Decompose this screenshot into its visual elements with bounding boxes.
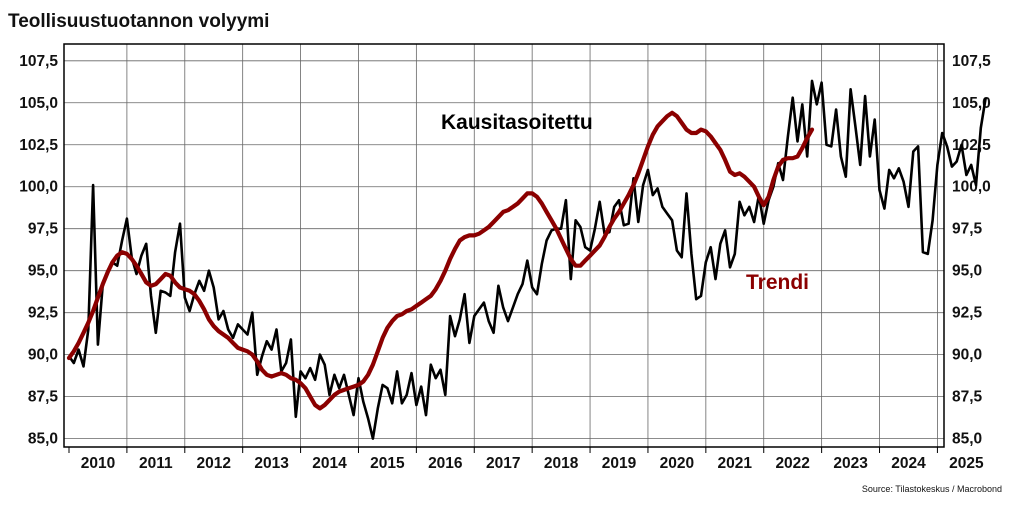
x-tick-label: 2013 <box>254 455 289 472</box>
y-tick-label-left: 92,5 <box>28 305 59 322</box>
y-tick-label-left: 97,5 <box>28 221 59 238</box>
series-line-trendi <box>66 110 815 411</box>
y-tick-label-left: 102,5 <box>19 137 58 154</box>
y-tick-label-left: 95,0 <box>28 263 58 280</box>
x-tick-label: 2016 <box>428 455 463 472</box>
y-tick-label-right: 92,5 <box>952 305 983 322</box>
annotation-seasonal: Kausitasoitettu <box>441 111 593 134</box>
series-line-kausitasoitettu <box>67 79 987 440</box>
x-tick-label: 2024 <box>891 455 926 472</box>
y-tick-label-left: 87,5 <box>28 389 59 406</box>
y-tick-label-right: 97,5 <box>952 221 983 238</box>
y-tick-label-left: 100,0 <box>19 179 58 196</box>
x-tick-label: 2022 <box>775 455 809 472</box>
y-tick-label-left: 105,0 <box>19 95 58 112</box>
y-axis-right: 85,0 87,5 90,0 92,5 95,0 97,5 100,0 102,5 105,0 1… <box>952 53 991 448</box>
x-tick-label: 2015 <box>370 455 405 472</box>
x-axis: 2010 2011 2012 2013 2014 2015 2016 2017 2018 2019… <box>68 447 984 472</box>
x-tick-label: 2011 <box>139 455 173 472</box>
y-tick-label-left: 90,0 <box>28 347 58 364</box>
x-tick-label: 2023 <box>833 455 868 472</box>
x-tick-label: 2025 <box>949 455 984 472</box>
y-axis-left: 85,0 87,5 90,0 92,5 95,0 97,5 100,0 102,5 105,0 1… <box>19 53 58 448</box>
y-tick-label-left: 85,0 <box>28 431 58 448</box>
y-tick-label-right: 100,0 <box>952 179 991 196</box>
x-tick-label: 2012 <box>196 455 230 472</box>
y-tick-label-right: 85,0 <box>952 431 982 448</box>
x-tick-label: 2020 <box>660 455 694 472</box>
grid <box>64 44 944 447</box>
chart-title: Teollisuustuotannon volyymi <box>8 11 269 32</box>
y-tick-label-right: 90,0 <box>952 347 982 364</box>
x-tick-label: 2010 <box>81 455 115 472</box>
y-tick-label-right: 105,0 <box>952 95 991 112</box>
y-tick-label-left: 107,5 <box>19 53 58 70</box>
series-group <box>66 79 987 440</box>
x-tick-label: 2014 <box>312 455 347 472</box>
y-tick-label-right: 107,5 <box>952 53 991 70</box>
x-tick-label: 2018 <box>544 455 579 472</box>
annotation-trend: Trendi <box>746 271 809 294</box>
x-tick-label: 2021 <box>718 455 753 472</box>
x-tick-label: 2017 <box>486 455 520 472</box>
y-tick-label-right: 95,0 <box>952 263 982 280</box>
y-tick-label-right: 102,5 <box>952 137 991 154</box>
y-tick-label-right: 87,5 <box>952 389 983 406</box>
source-note: Source: Tilastokeskus / Macrobond <box>862 484 1002 494</box>
plot-frame <box>63 43 945 448</box>
x-tick-label: 2019 <box>602 455 637 472</box>
